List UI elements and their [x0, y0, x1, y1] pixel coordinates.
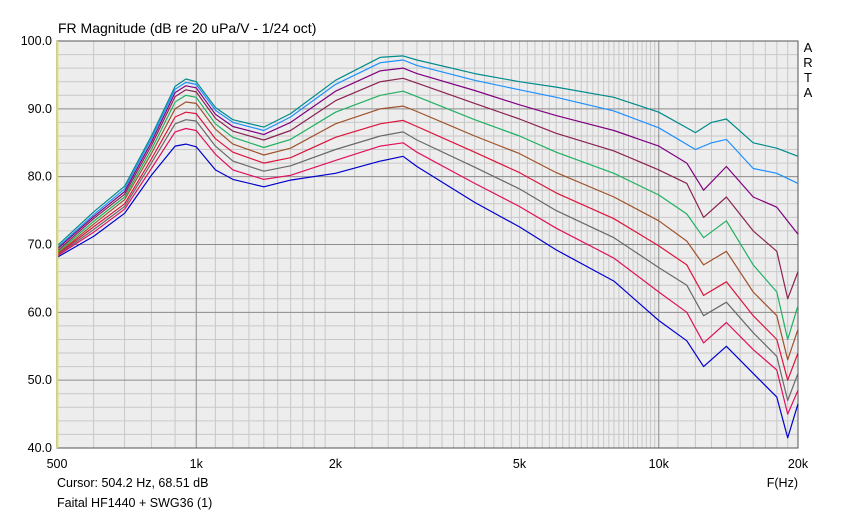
x-tick-labels: 500 1k 2k 5k 10k 20k	[47, 457, 809, 471]
y-tick-label: 100.0	[21, 34, 52, 48]
series-line	[56, 127, 799, 415]
series-line	[56, 119, 799, 402]
y-tick-label: 70.0	[28, 238, 52, 252]
series-line	[56, 101, 799, 361]
x-axis-label: F(Hz)	[767, 476, 798, 490]
series-group	[56, 55, 799, 439]
y-tick-label: 40.0	[28, 441, 52, 455]
side-label-letter: R	[803, 55, 812, 70]
y-tick-label: 50.0	[28, 373, 52, 387]
series-line	[56, 111, 799, 381]
measurement-name: Faital HF1440 + SWG36 (1)	[57, 496, 213, 510]
chart-title: FR Magnitude (dB re 20 uPa/V - 1/24 oct)	[58, 20, 316, 36]
side-label-letter: A	[804, 40, 813, 55]
series-line	[56, 77, 799, 300]
x-tick-label: 10k	[649, 457, 670, 471]
x-tick-label: 5k	[513, 457, 527, 471]
x-tick-label: 500	[47, 457, 68, 471]
cursor-readout: Cursor: 504.2 Hz, 68.51 dB	[57, 476, 209, 490]
x-tick-label: 1k	[190, 457, 204, 471]
series-line	[56, 143, 799, 439]
y-tick-label: 80.0	[28, 170, 52, 184]
side-label-letter: A	[804, 85, 813, 100]
series-line	[56, 59, 799, 249]
y-tick-label: 90.0	[28, 102, 52, 116]
series-line	[56, 90, 799, 341]
x-tick-label: 20k	[788, 457, 809, 471]
x-tick-label: 2k	[329, 457, 343, 471]
series-line	[56, 55, 799, 247]
y-tick-labels: 100.0 90.0 80.0 70.0 60.0 50.0 40.0	[21, 34, 52, 455]
series-line	[56, 67, 799, 250]
y-tick-label: 60.0	[28, 305, 52, 319]
side-label-letter: T	[804, 70, 812, 85]
